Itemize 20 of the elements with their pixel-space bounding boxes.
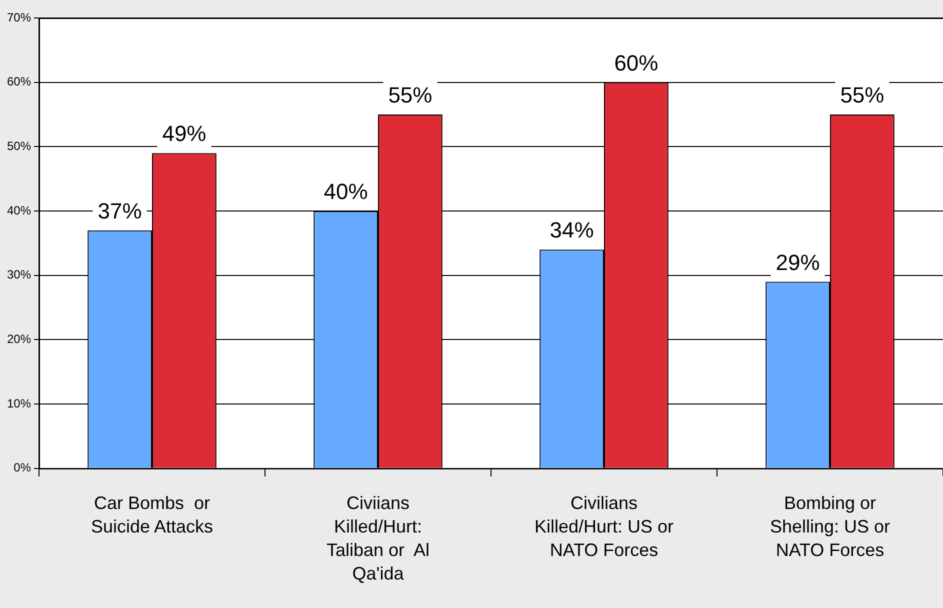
- data-label: 49%: [162, 121, 206, 146]
- x-tick-label: Bombing or Shelling: US or NATO Forces: [770, 493, 890, 560]
- y-tick-label: 0%: [14, 460, 32, 475]
- y-tick-label: 70%: [6, 10, 32, 24]
- y-tick-label: 20%: [6, 332, 32, 346]
- data-label: 40%: [324, 179, 368, 204]
- data-label: 55%: [388, 82, 432, 108]
- y-tick-label: 40%: [6, 203, 32, 218]
- data-label: 60%: [614, 50, 658, 76]
- y-tick-label: 30%: [6, 268, 32, 282]
- data-label: 29%: [776, 250, 820, 275]
- x-tick-label: Civiians Killed/Hurt: Taliban or Al Qa'ida: [326, 493, 430, 584]
- y-tick-label: 50%: [6, 139, 32, 153]
- data-label: 37%: [98, 198, 142, 224]
- data-label: 55%: [840, 82, 884, 108]
- data-label: 34%: [550, 218, 594, 243]
- x-tick-label: Car Bombs or Suicide Attacks: [90, 493, 214, 536]
- y-tick-label: 60%: [6, 74, 32, 89]
- x-tick-label: Civilians Killed/Hurt: US or NATO Forces: [534, 493, 674, 560]
- y-tick-label: 10%: [6, 396, 32, 410]
